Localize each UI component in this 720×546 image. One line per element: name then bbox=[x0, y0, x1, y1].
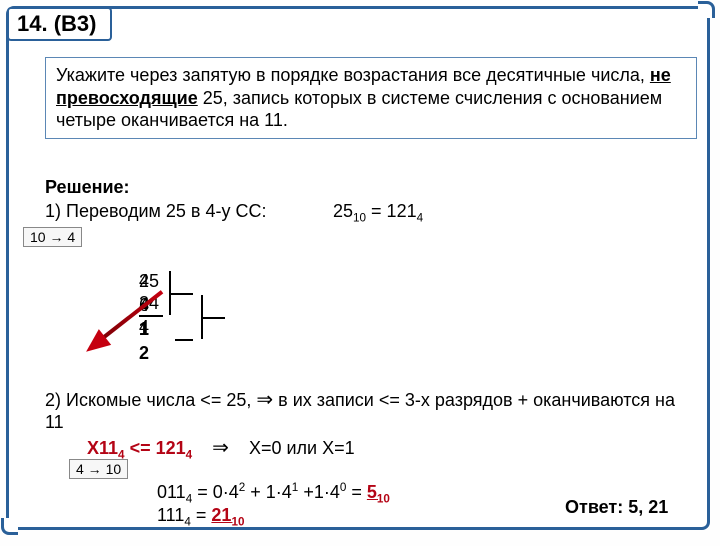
calc2: 1114 = 2110 bbox=[157, 505, 244, 529]
c2-b: = bbox=[191, 505, 212, 525]
ineq-x11: X114 <= 1214 bbox=[87, 438, 192, 458]
step2: 2) Искомые числа <= 25, ⇒ в их записи <=… bbox=[45, 387, 685, 433]
label-4-to-10: 4 → 10 bbox=[69, 459, 128, 479]
c1-fs: 10 bbox=[377, 493, 390, 506]
problem-box: Укажите через запятую в порядке возраста… bbox=[45, 57, 697, 139]
corner-bl bbox=[1, 518, 18, 535]
c1-b: = 0·4 bbox=[192, 482, 239, 502]
ineq-mid: <= 121 bbox=[125, 438, 186, 458]
answer: Ответ: 5, 21 bbox=[565, 497, 668, 518]
c2-c: 21 bbox=[211, 505, 231, 525]
div-q1: 1 bbox=[139, 319, 149, 340]
problem-text-1: Укажите через запятую в порядке возраста… bbox=[56, 65, 650, 85]
slide-frame: 14. (B3) Укажите через запятую в порядке… bbox=[6, 6, 710, 530]
div-4a: 4 bbox=[139, 271, 149, 292]
hline-1 bbox=[169, 293, 193, 295]
long-division: 25 4 24 1 6 4 4 1 2 bbox=[139, 271, 319, 391]
c2-a: 111 bbox=[157, 505, 184, 525]
c1-res: 510 bbox=[367, 482, 390, 502]
ineq-arrow: ⇒ bbox=[212, 437, 229, 459]
label-10-to-4: 10 → 4 bbox=[23, 227, 82, 247]
corner-tr bbox=[698, 1, 715, 18]
slide-header: 14. (B3) bbox=[7, 7, 112, 41]
eq1-sub1: 10 bbox=[353, 212, 366, 225]
eq1-b: = 121 bbox=[366, 201, 417, 221]
ineq-right: X=0 или X=1 bbox=[249, 438, 355, 458]
eq1-sub2: 4 bbox=[417, 212, 424, 225]
div-r2: 2 bbox=[139, 343, 149, 364]
c1-f: 5 bbox=[367, 482, 377, 502]
eq1-a: 25 bbox=[333, 201, 353, 221]
eq1: 2510 = 1214 bbox=[333, 201, 423, 225]
calc1: 0114 = 0·42 + 1·41 +1·40 = 510 bbox=[157, 481, 390, 506]
c2-cs: 10 bbox=[231, 516, 244, 529]
step1-text: 1) Переводим 25 в 4-у СС: bbox=[45, 201, 266, 222]
ineq-sub2: 4 bbox=[186, 449, 193, 462]
hline-4 bbox=[175, 339, 193, 341]
c2-res: 2110 bbox=[211, 505, 244, 525]
c1-c: + 1·4 bbox=[245, 482, 292, 502]
c1-a: 011 bbox=[157, 482, 186, 502]
step2-arrow: ⇒ bbox=[256, 389, 273, 411]
solution-label: Решение: bbox=[45, 177, 130, 198]
ineq-pre: X11 bbox=[87, 438, 118, 458]
inequality: X114 <= 1214 ⇒ X=0 или X=1 bbox=[87, 435, 355, 462]
c1-d: +1·4 bbox=[298, 482, 340, 502]
step2-a: 2) Искомые числа <= 25, bbox=[45, 390, 256, 410]
hline-3 bbox=[201, 317, 225, 319]
c1-eq: = bbox=[346, 482, 367, 502]
